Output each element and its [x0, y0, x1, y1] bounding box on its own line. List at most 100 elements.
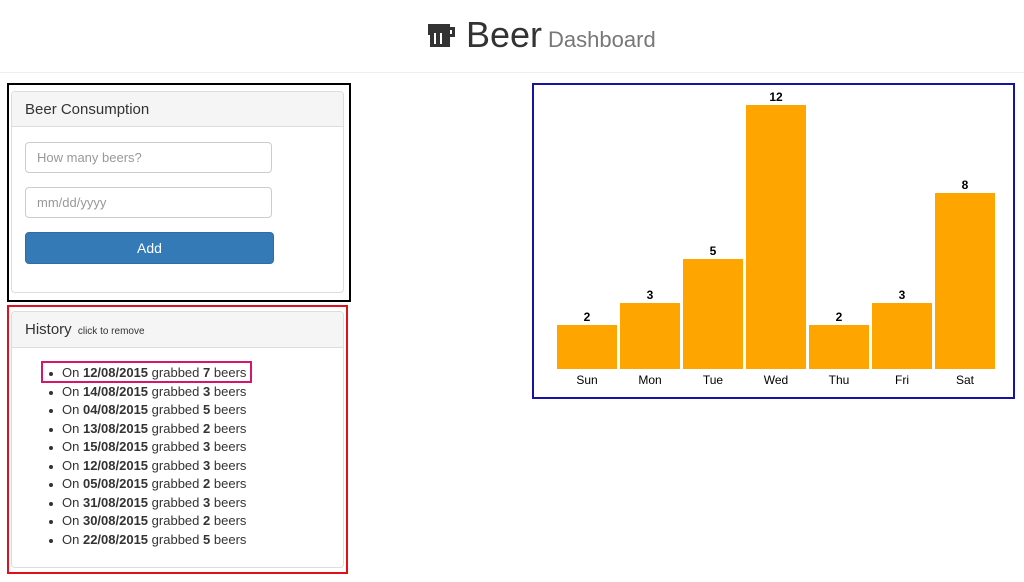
history-panel: History click to remove On 12/08/2015 gr…: [11, 311, 344, 568]
bar-sat: [935, 193, 995, 369]
bar-thu: [809, 325, 869, 369]
history-date: 14/08/2015: [82, 383, 149, 399]
history-item[interactable]: On 14/08/2015 grabbed 3 beers: [48, 383, 246, 402]
history-middle: grabbed: [151, 457, 200, 473]
history-suffix: beers: [213, 494, 247, 510]
page-header: Beer Dashboard: [0, 0, 1024, 73]
history-prefix: On: [62, 365, 80, 380]
history-prefix: On: [62, 476, 80, 491]
beer-mug-icon: [428, 24, 455, 47]
x-tick-label: Mon: [638, 373, 661, 387]
history-item[interactable]: On 13/08/2015 grabbed 2 beers: [48, 420, 246, 439]
history-count: 5: [203, 531, 211, 547]
history-suffix: beers: [213, 439, 247, 454]
history-prefix: On: [62, 457, 80, 473]
history-date: 15/08/2015: [82, 439, 149, 454]
history-heading: History click to remove: [12, 312, 343, 348]
history-middle: grabbed: [151, 383, 200, 399]
history-title: History: [25, 321, 72, 338]
history-item[interactable]: On 15/08/2015 grabbed 3 beers: [48, 438, 246, 457]
history-suffix: beers: [213, 457, 247, 473]
history-middle: grabbed: [151, 531, 200, 547]
bar-fri: [872, 303, 932, 369]
history-suffix: beers: [213, 402, 247, 417]
bar-value-label: 2: [584, 310, 591, 324]
bar-value-label: 12: [769, 90, 783, 104]
history-count: 2: [203, 476, 211, 491]
history-date: 13/08/2015: [82, 420, 149, 436]
history-hint: click to remove: [77, 326, 145, 337]
form-outline: [7, 83, 351, 302]
history-prefix: On: [62, 383, 80, 399]
history-count: 7: [203, 365, 211, 380]
history-middle: grabbed: [151, 476, 200, 491]
history-middle: grabbed: [151, 494, 200, 510]
history-count: 2: [203, 513, 211, 528]
history-item[interactable]: On 04/08/2015 grabbed 5 beers: [48, 401, 246, 420]
history-list: On 12/08/2015 grabbed 7 beers On 14/08/20…: [48, 364, 246, 549]
history-count: 2: [203, 420, 211, 436]
bar-value-label: 3: [899, 288, 906, 302]
history-prefix: On: [62, 531, 80, 547]
x-tick-label: Fri: [895, 373, 909, 387]
history-prefix: On: [62, 494, 80, 510]
history-prefix: On: [62, 513, 80, 528]
x-tick-label: Wed: [764, 373, 788, 387]
history-date: 31/08/2015: [82, 494, 149, 510]
history-suffix: beers: [213, 531, 247, 547]
history-date: 30/08/2015: [82, 513, 149, 528]
history-middle: grabbed: [151, 513, 200, 528]
history-outline: [7, 305, 348, 574]
bar-sun: [557, 325, 617, 369]
x-tick-label: Tue: [703, 373, 724, 387]
history-date: 05/08/2015: [82, 476, 149, 491]
history-suffix: beers: [213, 476, 247, 491]
chart-container: 2 Sun 3 Mon 5 Tue 12 Wed 2 Thu 3 Fri 8 Sat: [532, 83, 1015, 399]
history-count: 3: [203, 494, 211, 510]
x-tick-label: Thu: [829, 373, 850, 387]
title-text: Beer: [466, 14, 543, 55]
history-prefix: On: [62, 420, 80, 436]
history-date: 12/08/2015: [82, 457, 149, 473]
history-count: 3: [203, 439, 211, 454]
beer-consumption-panel: Beer Consumption Add: [11, 91, 344, 293]
bar-wed: [746, 105, 806, 369]
date-input[interactable]: [25, 187, 272, 218]
bar-value-label: 5: [710, 244, 717, 258]
bar-mon: [620, 303, 680, 369]
bar-value-label: 3: [647, 288, 654, 302]
history-suffix: beers: [213, 383, 247, 399]
history-prefix: On: [62, 439, 80, 454]
bar-value-label: 8: [962, 178, 969, 192]
history-item[interactable]: On 30/08/2015 grabbed 2 beers: [48, 512, 246, 531]
bar-tue: [683, 259, 743, 369]
add-button[interactable]: Add: [25, 232, 274, 264]
bar-value-label: 2: [836, 310, 843, 324]
beers-input[interactable]: [25, 142, 272, 173]
bar-chart: 2 Sun 3 Mon 5 Tue 12 Wed 2 Thu 3 Fri 8 Sat: [557, 90, 995, 387]
history-suffix: beers: [213, 420, 247, 436]
subtitle-text: Dashboard: [548, 27, 656, 52]
x-tick-label: Sun: [576, 373, 597, 387]
history-count: 3: [203, 383, 211, 399]
page-title: Beer Dashboard: [426, 14, 656, 58]
x-tick-label: Sat: [956, 373, 975, 387]
history-item[interactable]: On 22/08/2015 grabbed 5 beers: [48, 531, 246, 550]
history-suffix: beers: [213, 513, 247, 528]
history-middle: grabbed: [151, 402, 200, 417]
history-item[interactable]: On 12/08/2015 grabbed 3 beers: [48, 457, 246, 476]
history-item[interactable]: On 05/08/2015 grabbed 2 beers: [48, 475, 246, 494]
history-middle: grabbed: [151, 420, 200, 436]
history-date: 12/08/2015: [82, 365, 149, 380]
history-prefix: On: [62, 402, 80, 417]
panel-heading: Beer Consumption: [12, 92, 343, 127]
history-item[interactable]: On 12/08/2015 grabbed 7 beers: [48, 364, 246, 383]
history-middle: grabbed: [151, 365, 200, 380]
history-middle: grabbed: [151, 439, 200, 454]
history-date: 04/08/2015: [82, 402, 149, 417]
history-count: 5: [203, 402, 211, 417]
history-date: 22/08/2015: [82, 531, 149, 547]
history-item[interactable]: On 31/08/2015 grabbed 3 beers: [48, 494, 246, 513]
history-count: 3: [203, 457, 211, 473]
history-suffix: beers: [213, 365, 247, 380]
